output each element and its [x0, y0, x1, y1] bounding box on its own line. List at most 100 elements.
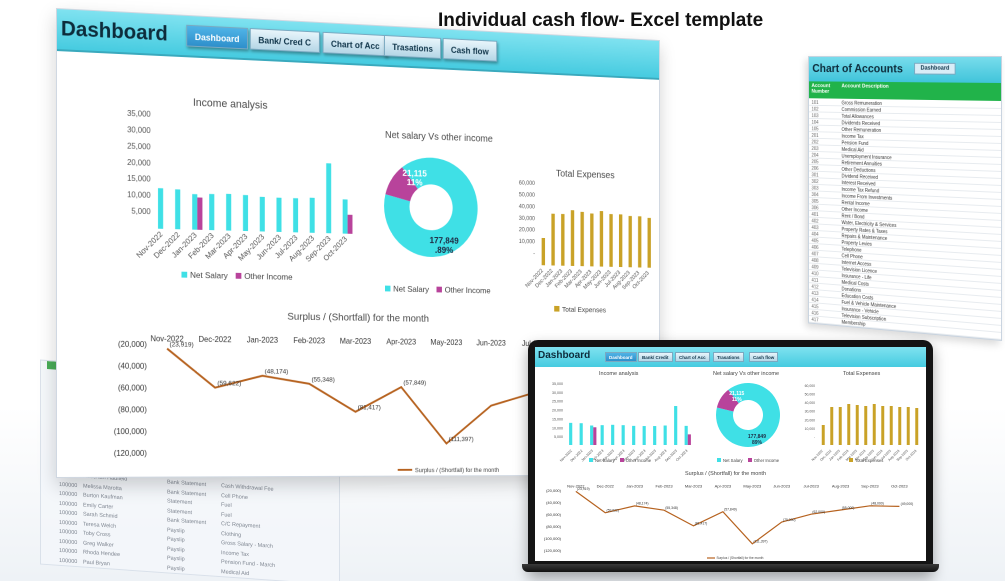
- laptop-surplus-title: Surplus / (Shortfall) for the month: [685, 471, 767, 477]
- laptop-legend-total-expenses: Total Expenses: [855, 458, 884, 463]
- y-tick-label: 30,000: [519, 216, 536, 222]
- surplus-data-label: (48,000): [871, 502, 884, 506]
- bar-other-income: [687, 434, 691, 445]
- x-tick-label: Nov-2022: [150, 334, 184, 343]
- x-tick-label: May-2023: [743, 483, 762, 488]
- y-tick-label: 30,000: [127, 125, 151, 135]
- coa-account-number: 205: [811, 159, 819, 166]
- laptop-dashboard-title: Dashboard: [538, 350, 591, 361]
- coa-account-description: Dividends Received: [841, 120, 881, 128]
- laptop-tab-cash-flow[interactable]: Cash flow: [749, 352, 779, 362]
- coa-account-number: 417: [811, 317, 819, 324]
- laptop-legend-swatch-net: [589, 458, 593, 462]
- bar-net-salary: [209, 193, 215, 231]
- y-tick-label: (80,000): [118, 405, 147, 414]
- y-tick-label: (20,000): [546, 488, 562, 493]
- bar-total-expenses: [898, 407, 902, 445]
- y-tick-label: (60,000): [118, 383, 147, 392]
- bar-total-expenses: [570, 210, 575, 266]
- y-tick-label: 30,000: [552, 391, 563, 395]
- bar-net-salary: [276, 197, 282, 232]
- tab-cash-flow[interactable]: Cash flow: [442, 38, 497, 62]
- coa-account-description: Membership: [841, 319, 866, 328]
- laptop-tab-bank-credit[interactable]: Bank/ Credit: [638, 352, 673, 362]
- laptop-tab-dashboard[interactable]: Dashboard: [605, 352, 637, 362]
- y-tick-label: (100,000): [114, 427, 147, 436]
- bar-total-expenses: [618, 214, 623, 268]
- laptop-tab-chart-of-accounts[interactable]: Chart of Acc: [675, 352, 710, 362]
- legend-swatch-net-salary: [181, 271, 188, 278]
- coa-account-number: 411: [811, 277, 819, 284]
- surplus-data-label: (81,417): [695, 522, 708, 526]
- coa-account-number: 206: [811, 165, 819, 172]
- coa-title: Chart of Accounts: [812, 61, 903, 76]
- pie-label-salary-value: 177,849: [430, 235, 459, 245]
- income-analysis-chart: 35,000 30,000 25,000 20,000 15,000 10,000 5,00…: [127, 109, 353, 264]
- bar-total-expenses: [821, 425, 825, 445]
- bar-total-expenses: [906, 407, 910, 445]
- ledger-cell: 100000: [59, 538, 78, 546]
- dashboard-title: Dashboard: [60, 17, 168, 46]
- bar-net-salary: [326, 163, 332, 234]
- bar-net-salary: [259, 196, 265, 232]
- bar-net-salary: [663, 425, 667, 445]
- x-tick-label: Mar-2023: [685, 483, 703, 488]
- surplus-data-label: (111,397): [754, 540, 768, 544]
- legend-surplus: Surplus / (Shortfall) for the month: [717, 556, 764, 560]
- surplus-data-label: (48,174): [265, 369, 289, 376]
- page-title: Individual cash flow- Excel template: [438, 10, 764, 31]
- bar-total-expenses: [864, 406, 868, 445]
- y-tick-label: 5,000: [131, 207, 151, 217]
- bar-net-salary: [590, 425, 594, 445]
- y-tick-label: -: [814, 435, 815, 439]
- coa-account-number: 303: [811, 185, 819, 192]
- ledger-cell: 100000: [59, 490, 78, 499]
- coa-account-number: 104: [811, 119, 819, 126]
- bar-net-salary: [569, 422, 573, 445]
- y-tick-label: 5,000: [554, 435, 563, 439]
- coa-account-number: 105: [811, 126, 819, 133]
- surplus-data-label: (23,919): [577, 487, 590, 491]
- x-tick-label: Apr-2023: [715, 483, 732, 488]
- y-tick-label: 30,000: [805, 410, 815, 414]
- tab-chart-of-accounts[interactable]: Chart of Acc: [322, 31, 388, 57]
- bar-total-expenses: [889, 406, 893, 445]
- ledger-cell: 100000: [59, 519, 78, 527]
- laptop-tab-transactions[interactable]: Trasations: [713, 352, 744, 362]
- tab-dashboard[interactable]: Dashboard: [186, 24, 248, 50]
- x-tick-label: Mar-2023: [340, 337, 372, 346]
- y-tick-label: 60,000: [519, 181, 536, 187]
- laptop-legend-net-salary: Net Salary: [595, 458, 615, 463]
- ledger-cell: 100000: [59, 528, 78, 537]
- y-tick-label: 35,000: [127, 109, 151, 119]
- y-tick-label: 60,000: [805, 384, 815, 388]
- pie-label-salary-percent: 89%: [752, 440, 763, 446]
- coa-account-number: 410: [811, 271, 819, 278]
- bar-total-expenses: [609, 214, 613, 267]
- surplus-data-label: (62,000): [812, 510, 825, 514]
- pie-legend-swatch-net: [384, 285, 391, 292]
- coa-header: Chart of Accounts Dashboard: [808, 56, 1002, 83]
- laptop-pie-legend: Net Salary Other Income: [713, 458, 779, 463]
- y-tick-label: 25,000: [552, 400, 563, 404]
- bar-total-expenses: [551, 213, 555, 266]
- surplus-data-label: (57,849): [403, 380, 426, 387]
- bar-total-expenses: [561, 213, 565, 266]
- y-tick-label: 50,000: [519, 192, 536, 198]
- coa-account-number: 406: [811, 244, 819, 251]
- coa-account-number: 301: [811, 172, 819, 179]
- bar-total-expenses: [830, 407, 834, 445]
- bar-total-expenses: [541, 237, 546, 266]
- bar-total-expenses: [638, 216, 642, 268]
- bar-net-salary: [175, 189, 181, 230]
- laptop-legend-swatch-other: [619, 458, 624, 462]
- coa-account-number: 412: [811, 284, 819, 291]
- coa-account-number: 413: [811, 290, 819, 298]
- x-tick-label: Feb-2023: [293, 336, 325, 345]
- tab-transactions[interactable]: Trasations: [384, 35, 442, 59]
- pie-slice-other-income: [385, 166, 418, 202]
- tab-bank-credit[interactable]: Bank/ Cred C: [249, 28, 320, 53]
- coa-dashboard-button[interactable]: Dashboard: [914, 62, 956, 75]
